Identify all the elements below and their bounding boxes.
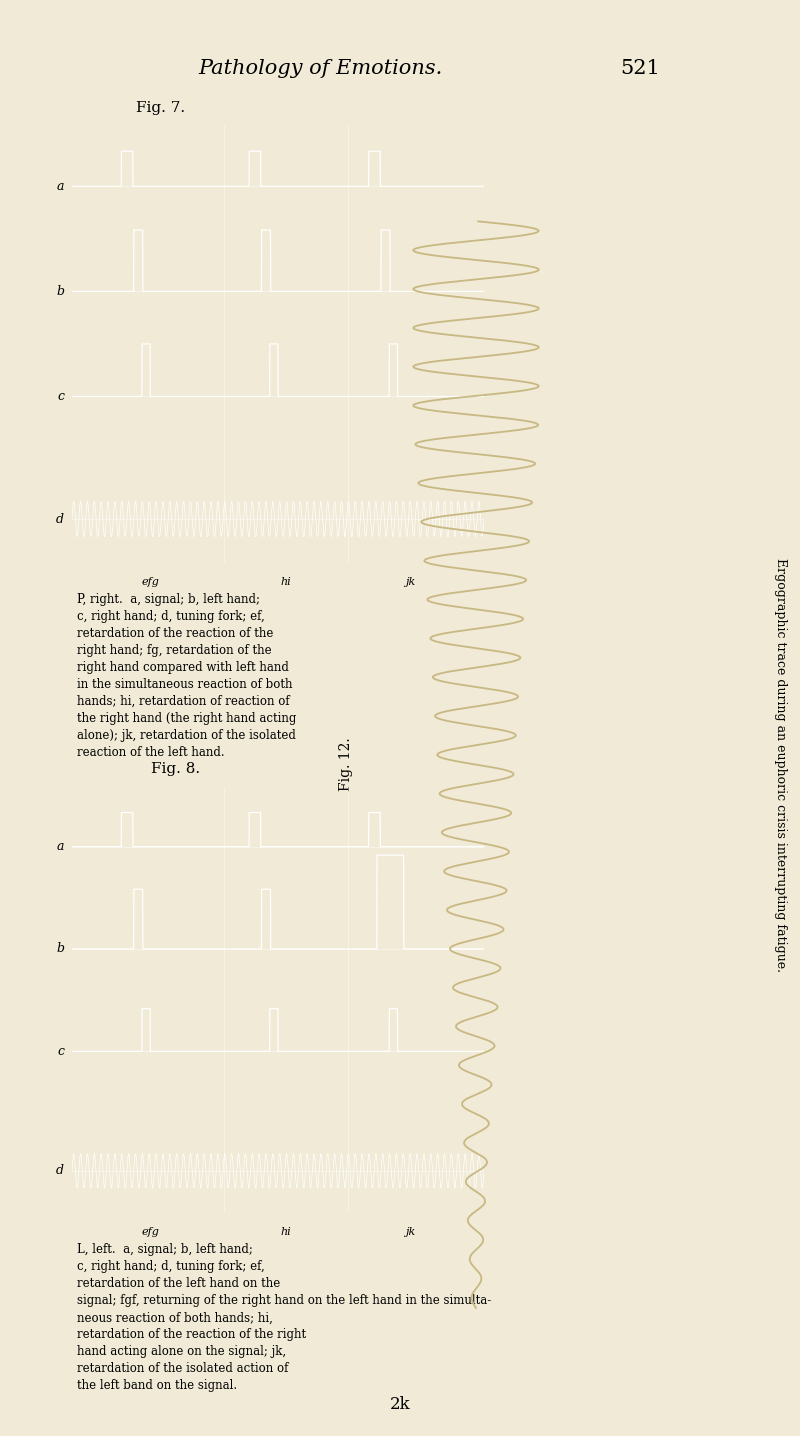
Text: a: a [57,180,64,192]
Text: b: b [56,284,64,297]
Text: c, right hand; d, tuning fork; ef,: c, right hand; d, tuning fork; ef, [77,1261,265,1274]
Text: alone); jk, retardation of the isolated: alone); jk, retardation of the isolated [77,729,296,742]
Text: 2k: 2k [390,1396,410,1413]
Text: Pathology of Emotions.: Pathology of Emotions. [198,59,442,79]
Text: the right hand (the right hand acting: the right hand (the right hand acting [77,712,296,725]
Text: d: d [56,513,64,526]
Text: P, right.  a, signal; b, left hand;: P, right. a, signal; b, left hand; [77,593,260,606]
Text: b: b [56,942,64,955]
Text: efg: efg [142,1228,159,1238]
Text: neous reaction of both hands; hi,: neous reaction of both hands; hi, [77,1311,273,1324]
Text: retardation of the isolated action of: retardation of the isolated action of [77,1363,288,1376]
Text: efg: efg [142,577,159,587]
Text: Fig. 7.: Fig. 7. [136,101,185,115]
Text: the left band on the signal.: the left band on the signal. [77,1380,237,1393]
Text: retardation of the reaction of the: retardation of the reaction of the [77,628,274,640]
Text: hand acting alone on the signal; jk,: hand acting alone on the signal; jk, [77,1346,286,1358]
Text: jk: jk [405,1228,415,1238]
Text: reaction of the left hand.: reaction of the left hand. [77,745,225,758]
Text: d: d [56,1165,64,1178]
Text: 521: 521 [620,59,660,79]
Text: L, left.  a, signal; b, left hand;: L, left. a, signal; b, left hand; [77,1244,253,1256]
Text: Ergographic trace during an euphoric crisis interrupting fatigue.: Ergographic trace during an euphoric cri… [774,557,786,972]
Text: hands; hi, retardation of reaction of: hands; hi, retardation of reaction of [77,695,290,708]
Text: in the simultaneous reaction of both: in the simultaneous reaction of both [77,678,293,691]
Text: retardation of the reaction of the right: retardation of the reaction of the right [77,1328,306,1341]
Text: a: a [57,840,64,853]
Text: c, right hand; d, tuning fork; ef,: c, right hand; d, tuning fork; ef, [77,610,265,623]
Text: c: c [57,391,64,404]
Text: jk: jk [405,577,415,587]
Text: Fig. 12.: Fig. 12. [339,738,353,791]
Text: hi: hi [281,577,291,587]
Text: hi: hi [281,1228,291,1238]
Text: c: c [57,1045,64,1058]
Text: right hand compared with left hand: right hand compared with left hand [77,661,289,673]
Text: right hand; fg, retardation of the: right hand; fg, retardation of the [77,643,272,656]
Text: signal; fgf, returning of the right hand on the left hand in the simulta-: signal; fgf, returning of the right hand… [77,1294,491,1307]
Text: Fig. 8.: Fig. 8. [151,763,201,775]
Text: retardation of the left hand on the: retardation of the left hand on the [77,1278,280,1291]
